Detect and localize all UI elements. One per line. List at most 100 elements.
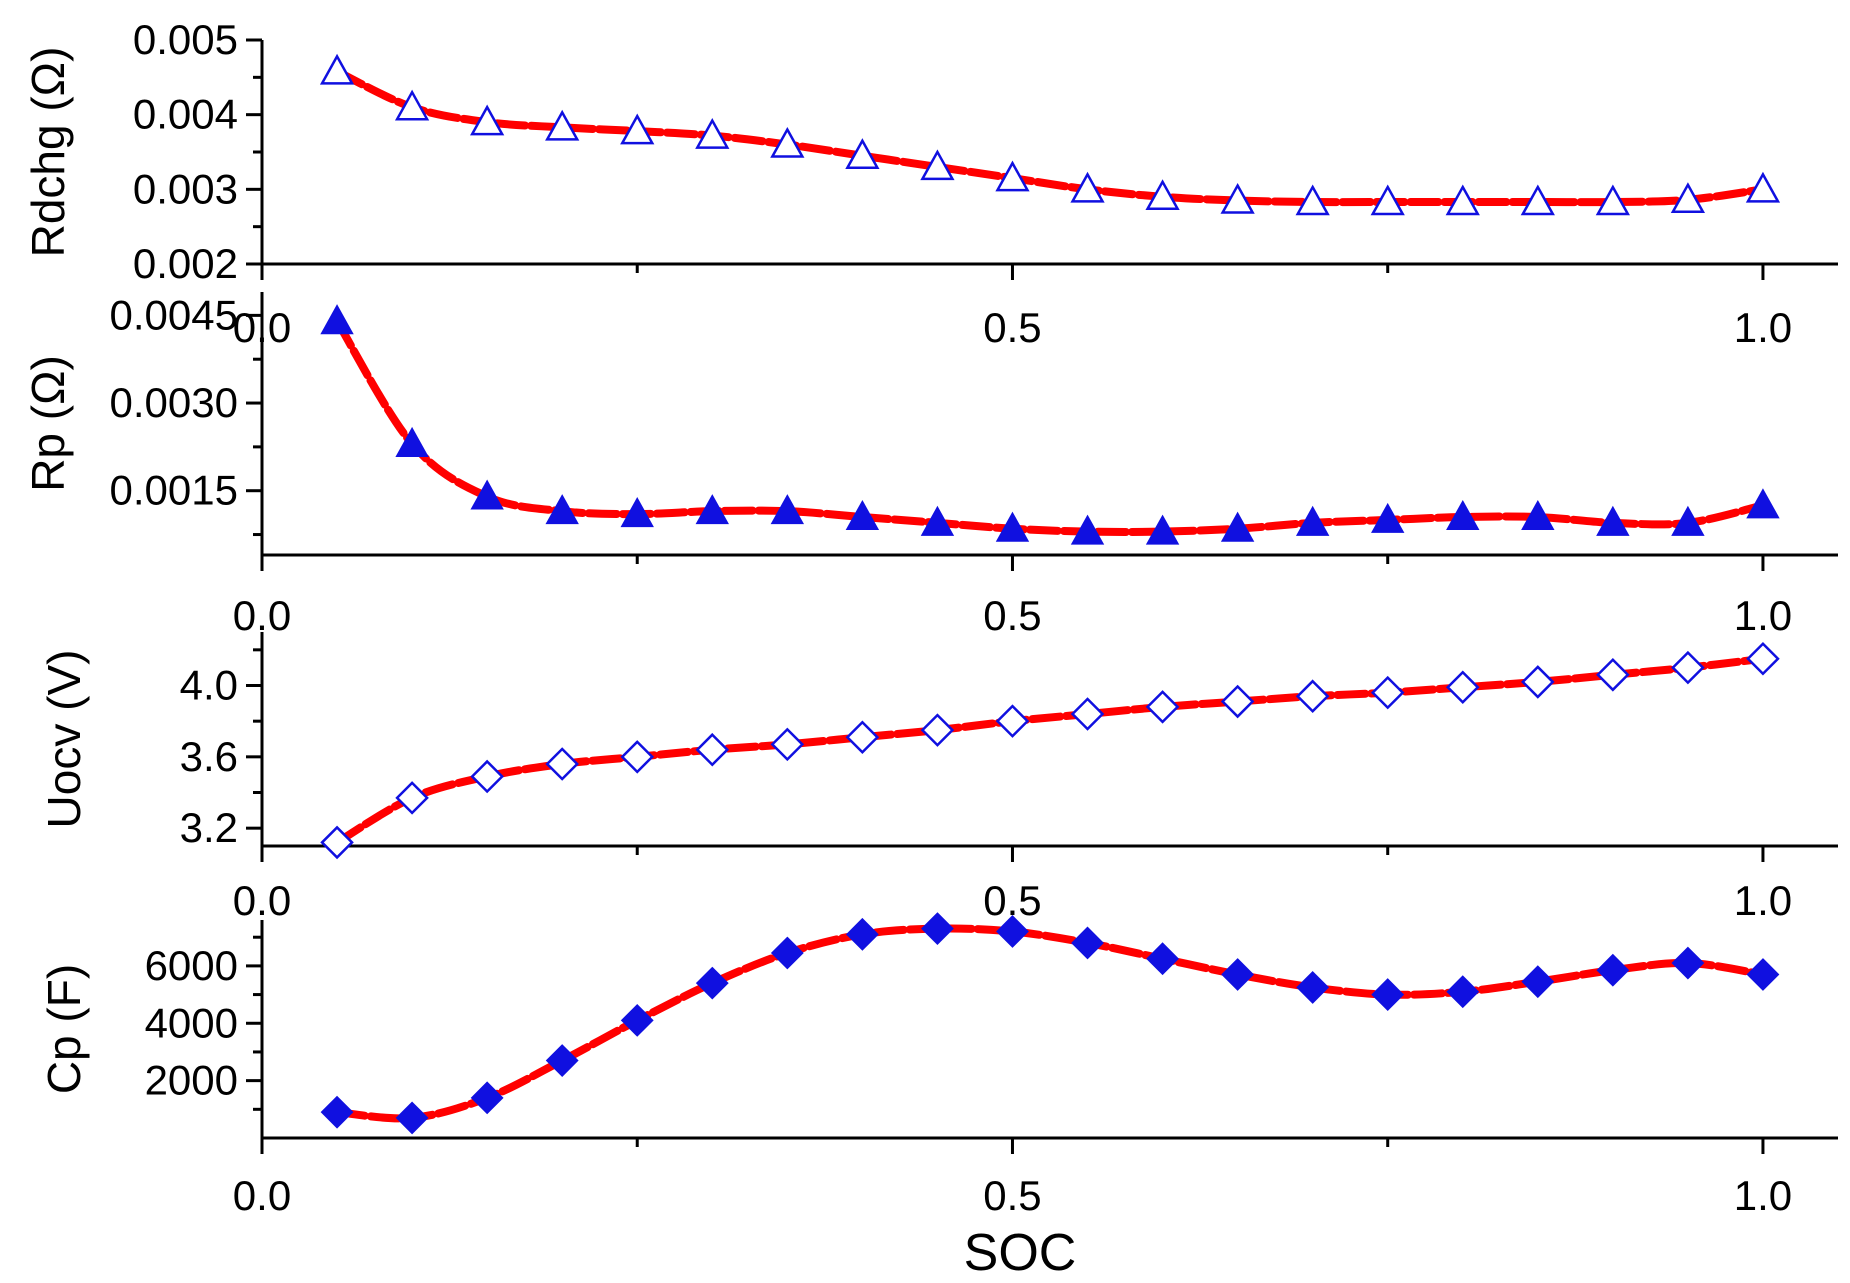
- x-tick-label-rp: 1.0: [1734, 592, 1792, 639]
- data-point-rp: [1521, 499, 1555, 531]
- x-tick-label-rdchg: 0.5: [983, 304, 1041, 351]
- y-tick-label-cp: 2000: [145, 1057, 238, 1104]
- data-point-cp: [921, 912, 954, 946]
- data-point-cp: [996, 915, 1029, 948]
- data-point-rp: [1446, 499, 1480, 531]
- x-tick-label-cp: 0.5: [983, 1172, 1041, 1219]
- data-point-rp: [1220, 511, 1255, 542]
- data-point-cp: [1596, 953, 1630, 987]
- data-point-rp: [470, 479, 504, 510]
- data-point-rp: [1371, 502, 1405, 533]
- data-point-cp: [1296, 970, 1330, 1004]
- data-point-rdchg: [545, 109, 580, 141]
- data-point-uocv: [695, 732, 730, 767]
- data-point-uocv: [1220, 684, 1255, 719]
- y-tick-label-rp: 0.0030: [110, 379, 238, 426]
- data-point-rp: [395, 426, 429, 457]
- data-point-rdchg: [1070, 171, 1105, 203]
- data-point-rdchg: [995, 160, 1030, 192]
- y-tick-label-rdchg: 0.003: [133, 165, 238, 212]
- data-point-cp: [545, 1044, 579, 1077]
- data-point-cp: [1146, 942, 1179, 976]
- data-point-cp: [845, 917, 879, 951]
- data-point-rp: [995, 511, 1030, 542]
- data-point-cp: [395, 1101, 429, 1135]
- data-point-uocv: [395, 781, 429, 815]
- data-point-rdchg: [1520, 184, 1555, 216]
- data-point-cp: [1221, 958, 1255, 991]
- data-point-cp: [620, 1003, 654, 1037]
- data-point-rp: [545, 494, 579, 525]
- y-tick-label-rdchg: 0.004: [133, 91, 238, 138]
- x-tick-label-uocv: 1.0: [1734, 877, 1792, 924]
- data-point-uocv: [1671, 650, 1705, 685]
- data-point-uocv: [770, 727, 805, 762]
- y-axis-title-uocv: Uocv (V): [38, 650, 90, 829]
- data-point-uocv: [920, 713, 955, 747]
- y-tick-label-uocv: 3.2: [180, 804, 238, 851]
- data-point-rp: [1070, 514, 1105, 545]
- data-point-uocv: [845, 720, 880, 754]
- panels-container: 0.0 0.5 1.0 0.002 0.003 0.004 0.005 Rdchg (Ω) 0.…: [22, 16, 1838, 1219]
- data-point-cp: [470, 1081, 504, 1115]
- data-point-rp: [770, 494, 805, 525]
- y-tick-label-rp: 0.0045: [110, 291, 238, 338]
- data-point-rdchg: [319, 53, 355, 85]
- data-point-rdchg: [1670, 182, 1706, 214]
- data-point-uocv: [1596, 658, 1630, 692]
- series-line-cp: [333, 924, 1767, 1123]
- y-tick-label-rp: 0.0015: [110, 467, 238, 514]
- y-tick-label-uocv: 4.0: [180, 662, 238, 709]
- y-tick-label-rdchg: 0.005: [133, 16, 238, 63]
- data-point-uocv: [470, 759, 504, 794]
- data-point-uocv: [620, 740, 655, 774]
- data-point-rdchg: [1370, 184, 1405, 216]
- data-point-rdchg: [920, 149, 955, 181]
- data-point-cp: [1521, 965, 1555, 999]
- data-point-rp: [1671, 505, 1705, 536]
- y-axis-title-rp: Rp (Ω): [22, 355, 74, 492]
- data-point-rdchg: [845, 138, 880, 169]
- data-point-rp: [620, 497, 654, 528]
- data-point-rdchg: [695, 117, 730, 149]
- data-point-uocv: [545, 747, 579, 781]
- data-point-rp: [1596, 505, 1630, 536]
- x-tick-label-rp: 0.0: [233, 592, 291, 639]
- data-point-rdchg: [1595, 184, 1630, 216]
- data-point-rp: [920, 505, 955, 536]
- data-point-cp: [1671, 946, 1705, 980]
- y-axis-title-rdchg: Rdchg (Ω): [22, 47, 74, 258]
- x-tick-label-uocv: 0.0: [233, 877, 291, 924]
- data-point-rp: [695, 494, 729, 525]
- data-point-rdchg: [1220, 182, 1255, 214]
- y-tick-label-rdchg: 0.002: [133, 240, 238, 287]
- data-point-cp: [1371, 978, 1405, 1011]
- x-tick-label-cp: 1.0: [1734, 1172, 1792, 1219]
- data-point-cp: [1446, 975, 1480, 1009]
- x-tick-label-cp: 0.0: [233, 1172, 291, 1219]
- data-point-cp: [770, 936, 804, 970]
- y-tick-label-cp: 4000: [145, 999, 238, 1046]
- x-tick-label-rp: 0.5: [983, 592, 1041, 639]
- data-point-uocv: [1295, 679, 1330, 713]
- y-axis-title-cp: Cp (F): [38, 964, 90, 1094]
- data-point-cp: [1746, 958, 1780, 991]
- data-point-uocv: [1370, 675, 1405, 710]
- data-point-uocv: [1746, 641, 1780, 676]
- data-point-rdchg: [1445, 184, 1480, 216]
- series-line-rp: [333, 317, 1767, 536]
- x-axis-title: SOC: [964, 1224, 1077, 1282]
- data-point-uocv: [995, 704, 1030, 738]
- panel-cp: 0.0 0.5 1.0 2000 4000 6000 Cp (F): [38, 912, 1838, 1219]
- data-point-rdchg: [620, 113, 655, 145]
- data-point-rp: [1145, 514, 1180, 545]
- data-point-uocv: [1521, 665, 1555, 699]
- panel-rp: 0.0 0.5 1.0 0.0015 0.0030 0.0045 Rp (Ω): [22, 291, 1838, 639]
- data-point-rdchg: [394, 89, 430, 121]
- data-point-rp: [845, 499, 880, 531]
- data-point-rdchg: [1145, 179, 1180, 211]
- data-point-uocv: [320, 825, 354, 860]
